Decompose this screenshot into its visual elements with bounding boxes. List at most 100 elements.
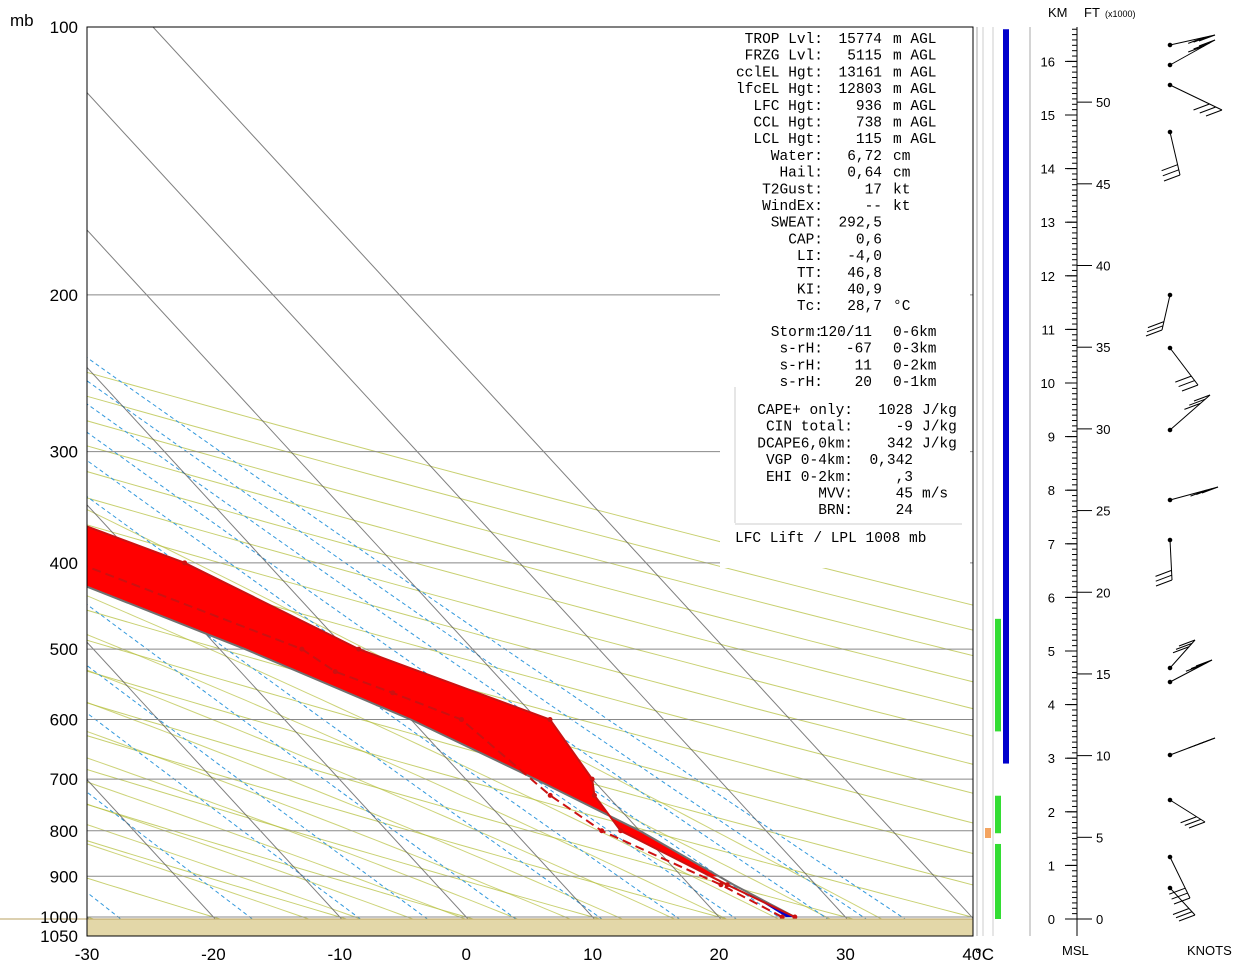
pressure-tick-label: 700 xyxy=(50,770,78,789)
wind-barb-point xyxy=(1167,427,1173,433)
indices-panel xyxy=(720,28,970,568)
plot-frame xyxy=(86,26,974,937)
moist-adiabat xyxy=(87,803,459,936)
index-label: lfcEL Hgt: xyxy=(736,82,823,98)
wind-barb-point xyxy=(1167,885,1173,891)
ft-header: FT xyxy=(1084,5,1100,20)
wind-barb-flag xyxy=(1198,39,1216,47)
dry-adiabat xyxy=(87,803,533,936)
wind-barb xyxy=(1169,887,1196,916)
index-value: 15774 xyxy=(838,32,882,48)
index-unit: kt xyxy=(893,182,910,198)
pressure-tick-label: 900 xyxy=(50,867,78,886)
cape-value: 1028 xyxy=(878,403,913,419)
temperature-line-point xyxy=(618,828,624,834)
km-tick-label: 6 xyxy=(1048,590,1055,605)
moist-adiabat xyxy=(87,843,358,936)
wind-barb-point xyxy=(1167,345,1173,351)
temperature-line-point xyxy=(591,792,597,798)
km-tick-label: 3 xyxy=(1048,751,1055,766)
wind-barb-flag xyxy=(1146,325,1164,333)
indices-text: TROP Lvl: 15774 m AGL FRZG Lvl: 5115 m AGL ccl… xyxy=(735,32,957,547)
storm-value: -67 xyxy=(846,342,872,358)
wind-barb-point xyxy=(1167,752,1173,758)
index-unit: cm xyxy=(893,166,910,182)
index-value: 5115 xyxy=(847,49,882,65)
temperature-tick-label: 0 xyxy=(461,945,470,964)
temperature-tick-label: 40 xyxy=(962,945,981,964)
index-value: 0,6 xyxy=(856,232,882,248)
dry-adiabat xyxy=(87,497,973,737)
index-value: 738 xyxy=(856,116,882,132)
km-tick-label: 2 xyxy=(1048,805,1055,820)
storm-unit: 0-3km xyxy=(893,342,937,358)
cape-value: 24 xyxy=(896,503,913,519)
km-tick-label: 1 xyxy=(1048,858,1055,873)
pressure-tick-label: 800 xyxy=(50,822,78,841)
pressure-tick-label: 600 xyxy=(50,711,78,730)
dry-adiabat xyxy=(87,371,973,606)
cape-label: EHI 0-2km: xyxy=(766,470,853,486)
cape-unit: J/kg xyxy=(922,436,957,452)
moist-adiabat xyxy=(87,781,509,936)
mixing-ratio-line xyxy=(87,356,931,936)
km-tick-label: 14 xyxy=(1041,162,1055,177)
wind-barb-point xyxy=(1167,854,1173,860)
wind-barb-flag xyxy=(1178,639,1196,647)
index-label: LI: xyxy=(797,249,823,265)
wind-barb xyxy=(1169,347,1199,386)
pressure-tick-label: 300 xyxy=(50,443,78,462)
wind-barb-flag xyxy=(1185,664,1203,672)
index-unit: °C xyxy=(893,299,911,315)
mixing-ratio-line xyxy=(87,403,854,936)
index-label: Tc: xyxy=(797,299,823,315)
index-value: 46,8 xyxy=(847,266,882,282)
mixing-ratio-line xyxy=(87,380,892,936)
dewpoint-line-point xyxy=(718,882,724,888)
index-label: SWEAT: xyxy=(771,216,823,232)
storm-label: Storm: xyxy=(771,325,823,341)
wind-barb-flag xyxy=(1195,659,1213,667)
storm-value: 120/11 xyxy=(820,325,872,341)
km-tick-label: 7 xyxy=(1048,537,1055,552)
moist-adiabat xyxy=(87,757,560,936)
ft-tick-label: 15 xyxy=(1096,667,1110,682)
dry-adiabat xyxy=(87,551,973,794)
storm-value: 20 xyxy=(855,375,872,391)
cape-area xyxy=(87,526,719,877)
wind-barb-flag xyxy=(1188,741,1205,749)
temperature-line-point xyxy=(182,560,188,566)
lift-note: LFC Lift / LPL 1008 mb xyxy=(735,531,926,547)
dry-adiabat xyxy=(87,524,973,765)
wind-barb-flag xyxy=(1162,169,1179,177)
moist-adiabat xyxy=(87,824,408,936)
wind-barb-point xyxy=(1167,82,1173,88)
km-tick-label: 0 xyxy=(1048,912,1055,927)
wind-barb-point xyxy=(1167,42,1173,48)
index-label: Water: xyxy=(771,149,823,165)
sounding-profiles xyxy=(87,525,798,920)
temperature-line-point xyxy=(589,776,595,782)
wind-barb xyxy=(1169,639,1196,669)
mixing-ratio-line xyxy=(87,664,451,936)
pressure-tick-label: 400 xyxy=(50,554,78,573)
pressure-tick-label: 200 xyxy=(50,286,78,305)
index-unit: m AGL xyxy=(893,116,937,132)
temperature-unit-label: °C xyxy=(975,945,994,964)
wind-bar-blue xyxy=(1003,29,1009,764)
index-value: -4,0 xyxy=(847,249,882,265)
wind-barb-flag xyxy=(1180,816,1197,824)
ground-strip xyxy=(87,919,973,936)
wind-bar-green xyxy=(995,795,1001,834)
index-value: 936 xyxy=(856,99,882,115)
mixing-ratio-line xyxy=(87,546,626,936)
dewpoint-line-point xyxy=(547,792,553,798)
isotherm xyxy=(152,27,973,920)
wind-barb-flag xyxy=(1145,329,1163,337)
wind-barb xyxy=(1169,394,1211,431)
msl-label: MSL xyxy=(1062,943,1089,958)
isotherm xyxy=(87,91,864,936)
wind-barb-flag xyxy=(1205,109,1223,117)
km-tick-label: 5 xyxy=(1048,644,1055,659)
